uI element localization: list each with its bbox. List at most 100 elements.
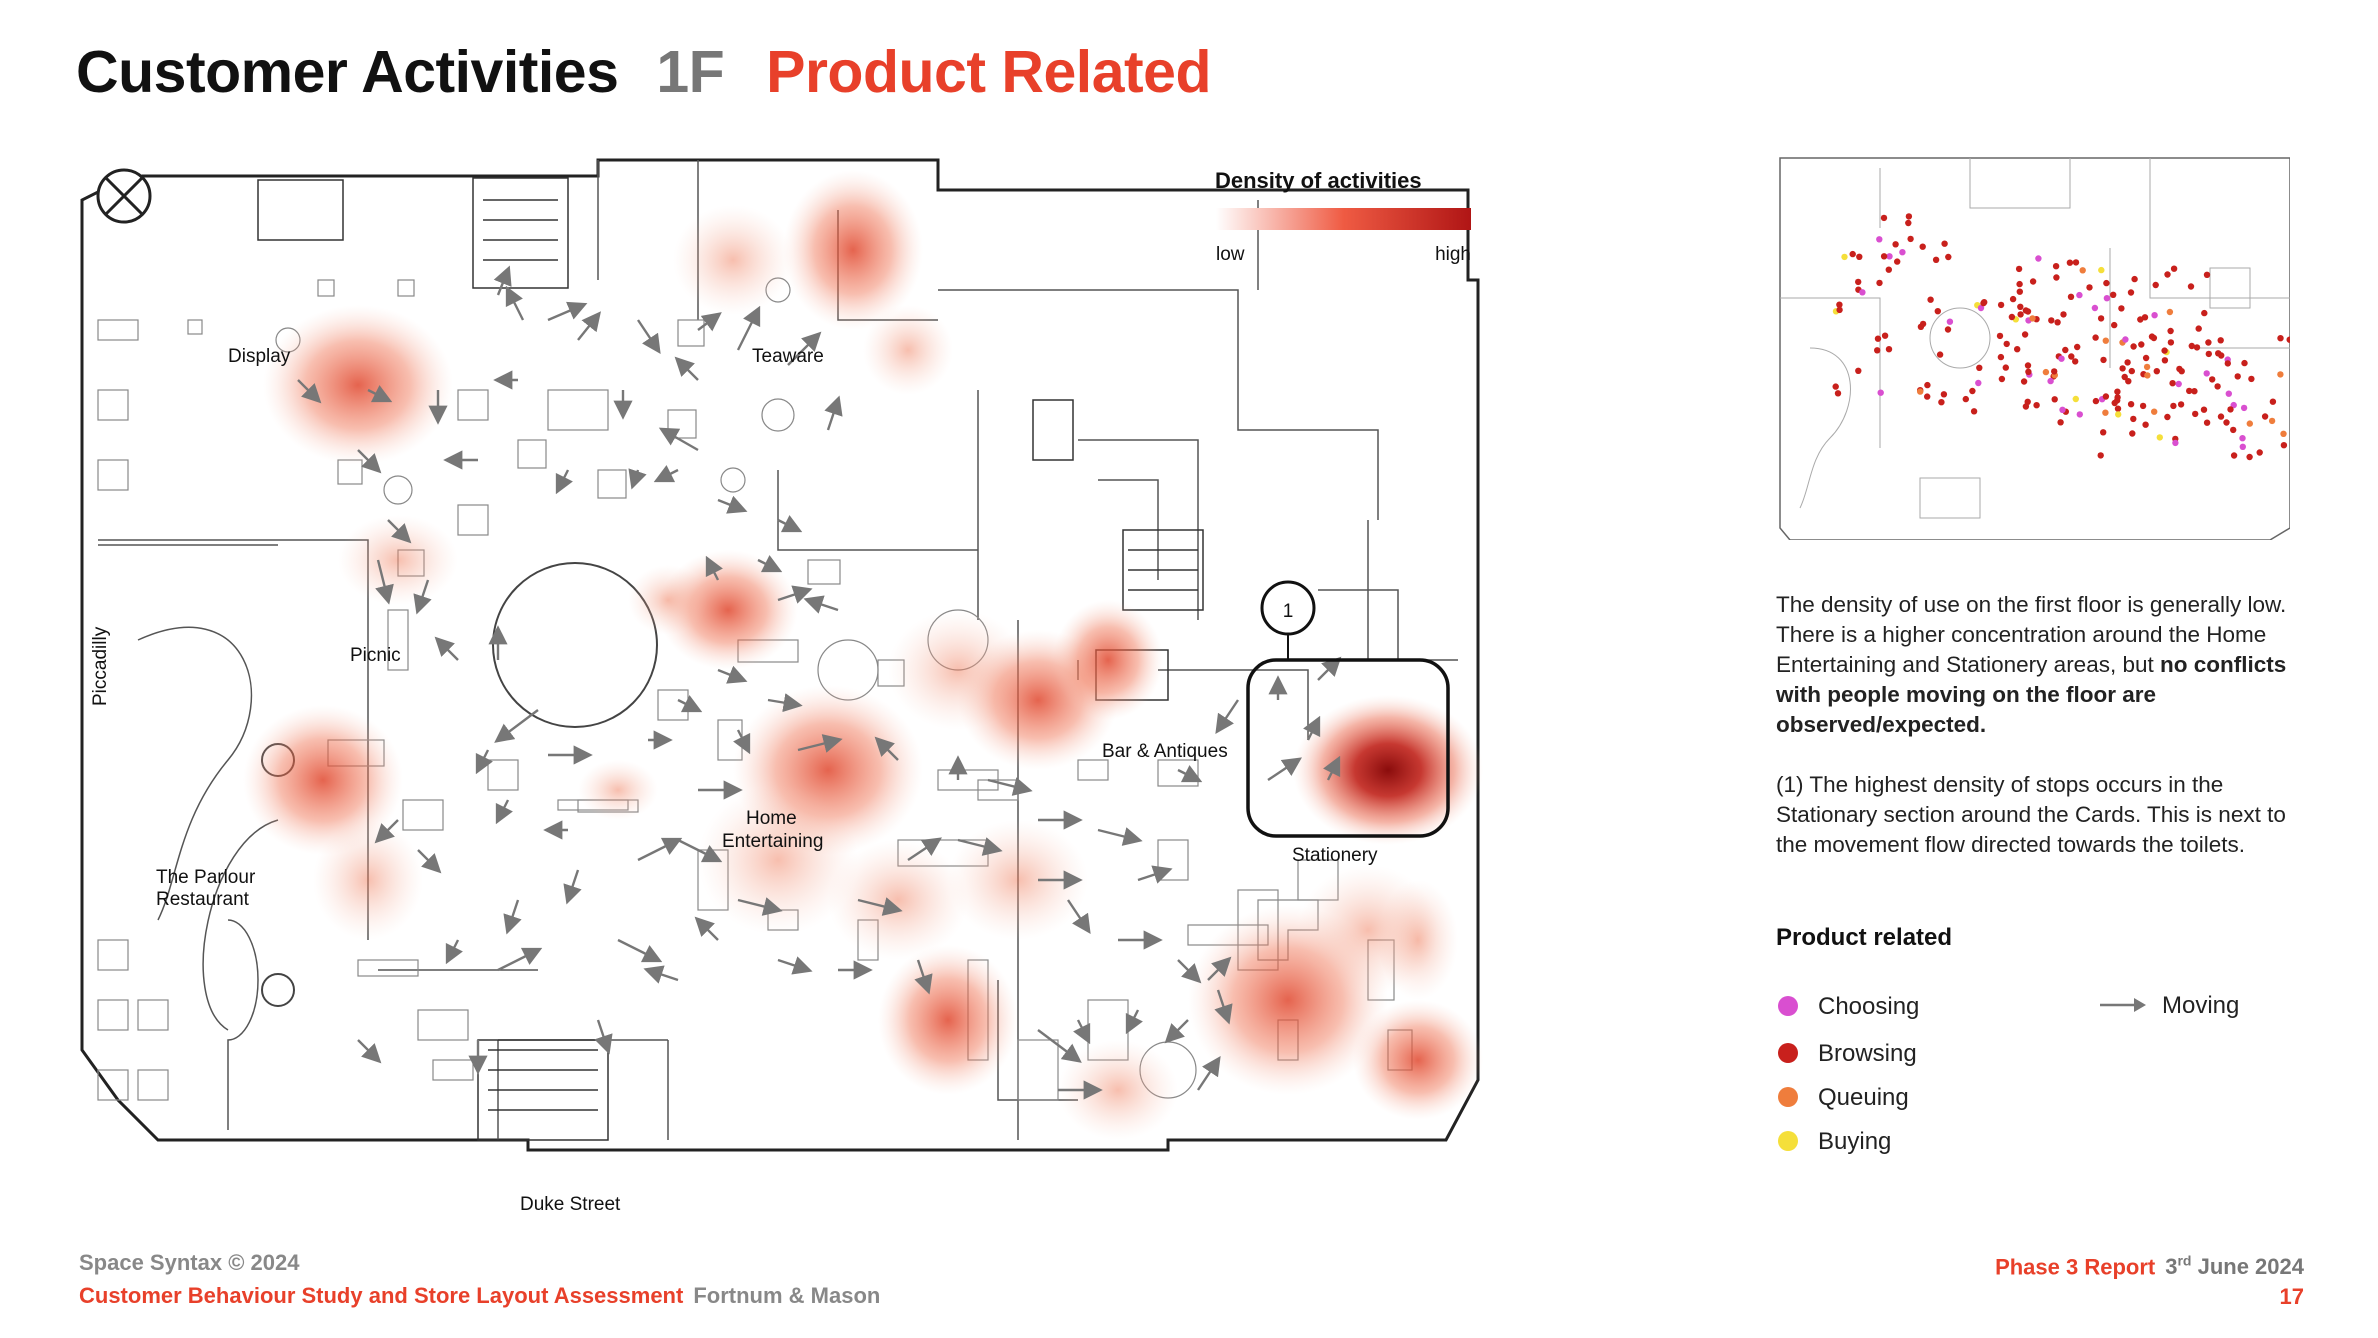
label-parlour-line1: The Parlour bbox=[156, 867, 256, 888]
legend-label: Buying bbox=[1818, 1128, 1892, 1155]
minimap-activity-dot bbox=[1936, 351, 1944, 358]
minimap-activity-dot bbox=[2114, 405, 2122, 412]
label-bar-antiques: Bar & Antiques bbox=[1102, 741, 1228, 762]
minimap-activity-dot bbox=[2110, 291, 2117, 298]
minimap-activity-dot bbox=[1832, 383, 1839, 390]
minimap-activity-dot bbox=[1876, 236, 1883, 243]
density-heatmap bbox=[243, 170, 1483, 1140]
minimap-activity-dot bbox=[2164, 413, 2171, 421]
minimap-activity-dot bbox=[1880, 253, 1888, 260]
minimap-activity-dot bbox=[2128, 367, 2135, 375]
minimap-activity-dot bbox=[2280, 442, 2288, 449]
minimap-activity-dot bbox=[2161, 347, 2168, 354]
minimap-activity-dot bbox=[1932, 256, 1940, 263]
label-display: Display bbox=[228, 346, 291, 367]
footer-date-rest: June 2024 bbox=[2191, 1254, 2304, 1280]
minimap-activity-dot bbox=[2203, 419, 2211, 426]
minimap-activity-dot bbox=[2008, 313, 2016, 321]
minimap-activity-dot bbox=[1855, 367, 1862, 374]
minimap-activity-dot bbox=[1892, 241, 1899, 248]
minimap-activity-dot bbox=[2143, 363, 2151, 371]
minimap-activity-dot bbox=[2227, 406, 2234, 413]
buying-dot-icon bbox=[1778, 1130, 1798, 1151]
minimap-activity-dots bbox=[1832, 213, 2290, 461]
minimap-activity-dot bbox=[2225, 390, 2232, 397]
minimap-activity-dot bbox=[2239, 435, 2246, 442]
minimap-activity-dot bbox=[1996, 332, 2004, 340]
minimap-activity-dot bbox=[2047, 377, 2054, 385]
minimap-activity-dot bbox=[2111, 321, 2118, 329]
minimap-activity-dot bbox=[1881, 332, 1889, 339]
marker-1-label: 1 bbox=[1283, 601, 1294, 622]
minimap-activity-dot bbox=[2161, 357, 2169, 364]
minimap-activity-dot bbox=[2127, 401, 2135, 408]
minimap-activity-dot bbox=[2100, 429, 2107, 436]
minimap-activity-dot bbox=[2103, 279, 2110, 287]
minimap-activity-dot bbox=[1880, 214, 1888, 222]
minimap-activity-dot bbox=[2051, 396, 2058, 403]
label-stationery: Stationery bbox=[1292, 845, 1378, 866]
minimap-activity-dot bbox=[2024, 362, 2032, 369]
minimap-activity-dot bbox=[1834, 390, 1842, 397]
minimap-activity-dot bbox=[2067, 293, 2075, 300]
minimap-activity-dot bbox=[2239, 443, 2246, 450]
minimap-activity-dot bbox=[2142, 421, 2149, 428]
label-piccadilly: Piccadilly bbox=[90, 626, 111, 706]
description-paragraph-1: The density of use on the first floor is… bbox=[1776, 590, 2296, 740]
minimap-activity-dot bbox=[1977, 304, 1985, 312]
minimap-activity-dot bbox=[2142, 354, 2150, 362]
legend-item-moving: Moving bbox=[2100, 992, 2239, 1020]
heat-stationery bbox=[1293, 695, 1483, 845]
minimap-activity-dot bbox=[2241, 359, 2248, 367]
footer-report: Phase 3 Report 3rd June 2024 bbox=[1995, 1253, 2304, 1280]
minimap-activity-dot bbox=[2017, 303, 2024, 310]
minimap-activity-dot bbox=[2042, 368, 2050, 376]
minimap-activity-dot bbox=[2269, 398, 2277, 405]
footer-study-title: Customer Behaviour Study and Store Layou… bbox=[79, 1283, 684, 1308]
minimap-activity-dot bbox=[2029, 278, 2037, 285]
minimap-activity-dot bbox=[1841, 253, 1848, 261]
minimap-activity-dot bbox=[2164, 271, 2171, 278]
movement-arrows bbox=[297, 265, 1342, 1100]
minimap-activity-dot bbox=[1927, 296, 1934, 303]
minimap-activity-dot bbox=[2060, 311, 2067, 318]
label-parlour-line2: Restaurant bbox=[156, 889, 250, 910]
footer-study: Customer Behaviour Study and Store Layou… bbox=[79, 1283, 880, 1309]
minimap-activity-dot bbox=[2091, 304, 2099, 312]
moving-arrow-icon bbox=[2100, 997, 2146, 1012]
label-picnic: Picnic bbox=[350, 645, 401, 666]
minimap-activity-dot bbox=[2187, 283, 2195, 290]
density-gradient-bar bbox=[1216, 208, 1471, 230]
minimap-activity-dot bbox=[2057, 419, 2064, 426]
overview-minimap bbox=[1779, 157, 2290, 540]
description: The density of use on the first floor is… bbox=[1776, 590, 2296, 890]
legend-label: Browsing bbox=[1818, 1040, 1917, 1067]
label-teaware: Teaware bbox=[752, 346, 824, 367]
minimap-activity-dot bbox=[2203, 271, 2211, 278]
minimap-activity-dot bbox=[2169, 380, 2176, 387]
footer-copyright: Space Syntax © 2024 bbox=[79, 1250, 300, 1275]
minimap-activity-dot bbox=[2097, 315, 2105, 322]
minimap-activity-dot bbox=[2035, 255, 2042, 262]
stairs bbox=[257, 177, 1204, 1141]
minimap-activity-dot bbox=[1849, 250, 1856, 258]
minimap-activity-dot bbox=[1944, 326, 1952, 333]
legend-item-browsing: Browsing bbox=[1778, 1040, 1917, 1068]
minimap-activity-dot bbox=[2166, 308, 2174, 316]
minimap-activity-dot bbox=[2246, 453, 2253, 461]
minimap-activity-dot bbox=[2098, 266, 2105, 274]
minimap-activity-dot bbox=[2124, 359, 2131, 366]
minimap-activity-dot bbox=[2127, 289, 2135, 296]
minimap-activity-dot bbox=[1876, 279, 1883, 287]
minimap-activity-dot bbox=[2121, 373, 2128, 381]
title-floor: 1F bbox=[656, 39, 725, 105]
minimap-activity-dot bbox=[1970, 408, 1978, 415]
description-p1-bold: no conflicts with people moving on the f… bbox=[1776, 652, 2287, 737]
minimap-activity-dot bbox=[2100, 356, 2107, 364]
minimap-activity-dot bbox=[2200, 406, 2208, 413]
minimap-activity-dot bbox=[2223, 419, 2230, 426]
minimap-activity-dot bbox=[2205, 350, 2212, 358]
minimap-activity-dot bbox=[2017, 311, 2024, 318]
minimap-activity-dot bbox=[2016, 288, 2023, 295]
minimap-activity-dot bbox=[2053, 274, 2060, 281]
